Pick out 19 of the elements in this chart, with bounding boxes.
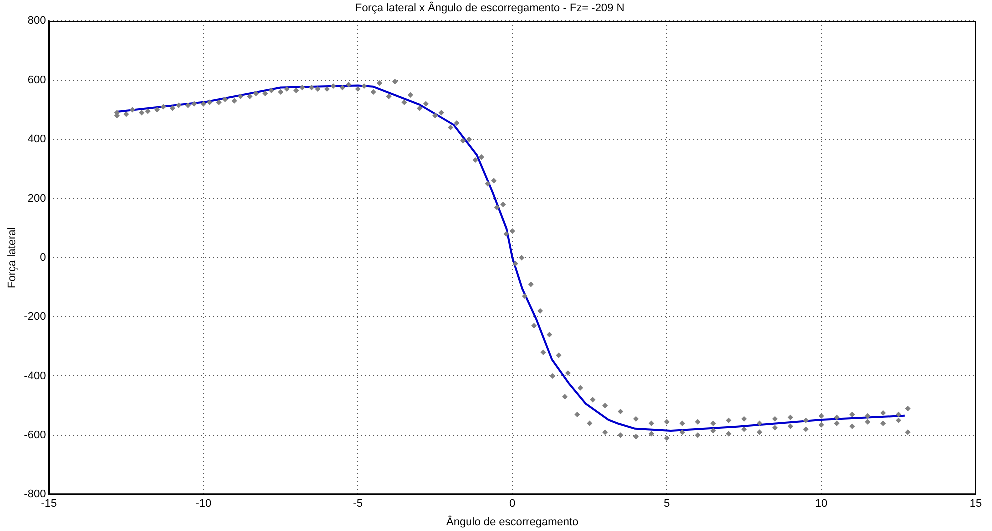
x-tick-label: -15: [41, 498, 58, 510]
x-tick-label: -5: [353, 498, 364, 510]
x-tick-label: 15: [970, 498, 982, 510]
y-axis-title: Força lateral: [6, 227, 19, 288]
y-tick-label: -200: [24, 311, 46, 324]
y-tick-label: -600: [24, 429, 46, 442]
chart-title: Força lateral x Ângulo de escorregamento - Fz= -209 N: [355, 2, 625, 15]
x-tick-label: 10: [815, 498, 828, 510]
x-tick-label: 0: [510, 498, 516, 510]
y-tick-label: 200: [28, 192, 46, 205]
y-tick-label: 800: [28, 15, 46, 28]
y-tick-label: -800: [24, 488, 46, 501]
x-tick-label: 5: [664, 498, 670, 510]
y-tick-label: 400: [28, 134, 46, 146]
y-tick-label: 600: [28, 74, 46, 86]
y-tick-label: 0: [40, 252, 46, 264]
x-axis-title: Ângulo de escorregamento: [446, 515, 579, 528]
x-tick-label: -10: [196, 498, 212, 510]
y-tick-label: -400: [24, 370, 46, 382]
